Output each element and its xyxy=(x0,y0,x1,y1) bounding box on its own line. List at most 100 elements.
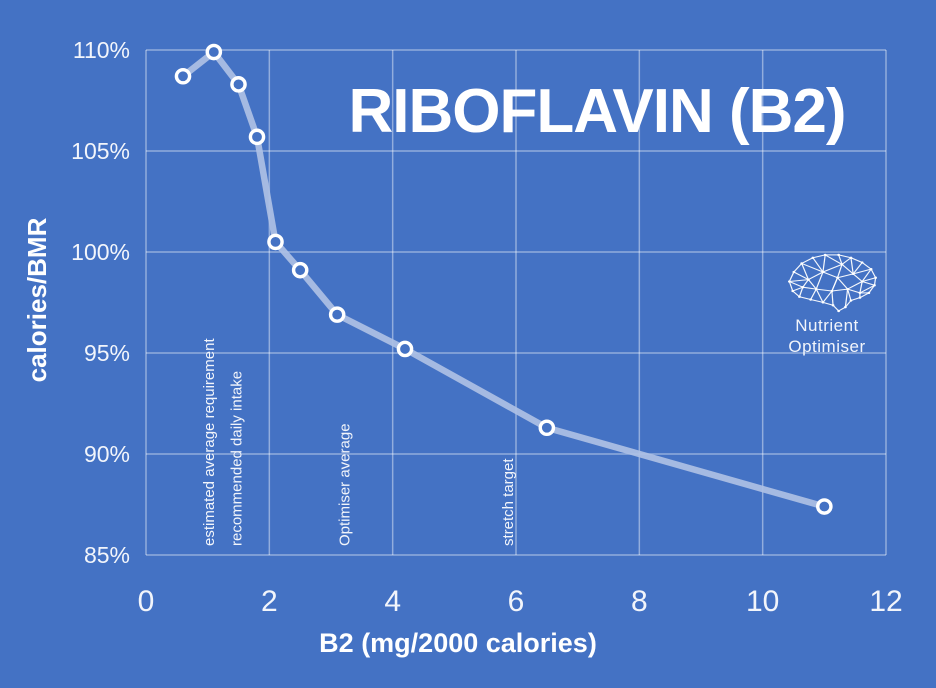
brain-mesh-edge xyxy=(850,297,861,301)
x-tick-label: 2 xyxy=(261,585,278,618)
brain-mesh-node xyxy=(851,272,855,276)
brain-mesh-node xyxy=(823,253,827,257)
brain-mesh-edge xyxy=(831,290,834,306)
brain-mesh-edge xyxy=(792,286,804,292)
brain-mesh-edge xyxy=(861,262,872,270)
x-tick-label: 8 xyxy=(631,585,648,618)
data-point-marker xyxy=(205,43,223,61)
brain-mesh-node xyxy=(791,289,795,293)
y-tick-label: 85% xyxy=(84,542,130,568)
x-tick-label: 6 xyxy=(508,585,525,618)
x-axis-title: B2 (mg/2000 calories) xyxy=(319,628,597,658)
brain-mesh-node xyxy=(788,280,791,283)
brain-mesh-edge xyxy=(838,306,846,312)
brain-mesh-node xyxy=(858,291,862,295)
brain-mesh-edge xyxy=(799,296,811,301)
data-point-marker xyxy=(538,419,556,437)
brain-mesh-edge xyxy=(789,279,809,283)
y-tick-label: 105% xyxy=(71,138,130,164)
data-point-marker xyxy=(174,67,192,85)
brain-mesh-edge xyxy=(801,262,824,273)
brain-mesh-edge xyxy=(822,254,826,273)
y-axis-ticks: 85% 90% 95% 100% 105% 110% xyxy=(71,37,130,568)
y-tick-label: 110% xyxy=(73,37,130,63)
brain-mesh-edge xyxy=(838,254,852,259)
brain-mesh-edge xyxy=(861,268,872,282)
annotation-label: Optimiser average xyxy=(337,423,354,546)
brain-mesh-node xyxy=(869,268,873,271)
brain-mesh-edge xyxy=(810,288,817,300)
brain-mesh-edge xyxy=(861,277,876,282)
brain-mesh-edge xyxy=(801,257,814,264)
brain-mesh-node xyxy=(860,261,864,264)
brain-mesh-edge xyxy=(788,271,795,282)
brain-mesh-node xyxy=(840,263,844,266)
brain-mesh-edge xyxy=(837,277,849,290)
brain-mesh-edge xyxy=(812,254,826,259)
brain-mesh-edge xyxy=(873,277,877,286)
brain-mesh-node xyxy=(846,287,849,291)
brain-mesh-edge xyxy=(852,273,863,282)
y-tick-label: 90% xyxy=(84,441,130,467)
brain-mesh-edge xyxy=(798,287,804,297)
brain-mesh-edge xyxy=(844,300,852,308)
brain-mesh-node xyxy=(844,306,847,309)
annotation-label: stretch target xyxy=(500,458,517,546)
y-tick-label: 95% xyxy=(84,340,130,366)
brain-mesh-node xyxy=(867,291,871,295)
brain-mesh-node xyxy=(807,278,810,281)
brain-mesh-node xyxy=(821,301,825,304)
x-tick-label: 12 xyxy=(869,585,902,618)
brain-mesh-edge xyxy=(847,288,852,301)
brain-mesh-edge xyxy=(808,271,824,281)
brain-mesh-edge xyxy=(812,257,824,273)
brain-mesh-edge xyxy=(861,281,875,286)
brain-mesh-edge xyxy=(822,301,834,306)
x-tick-label: 10 xyxy=(746,585,779,618)
brain-mesh-edge xyxy=(793,271,809,281)
brain-mesh-node xyxy=(830,289,834,293)
brain-mesh-edge xyxy=(836,264,843,278)
brain-mesh-node xyxy=(873,284,876,287)
brain-mesh-edge xyxy=(831,288,848,292)
brain-mesh-edge xyxy=(847,281,863,290)
brain-mesh-edge xyxy=(841,264,854,275)
brain-mesh-node xyxy=(814,287,818,291)
data-point-marker xyxy=(328,306,346,323)
brain-mesh-edge xyxy=(792,290,800,298)
brain-mesh-edge xyxy=(802,286,817,290)
brain-mesh-edge xyxy=(868,285,876,294)
brain-mesh-edge xyxy=(853,268,872,275)
brain-mesh-edge xyxy=(822,271,838,279)
brain-mesh-edge xyxy=(831,277,839,292)
brain-mesh-node xyxy=(801,286,805,289)
data-point-marker xyxy=(248,128,266,146)
brain-mesh-edge xyxy=(832,304,840,312)
data-point-marker xyxy=(267,233,284,251)
brain-mesh-edge xyxy=(816,288,833,292)
brain-mesh-edge xyxy=(822,263,843,273)
brain-mesh-edge xyxy=(844,289,849,308)
nutrient-optimiser-logo: Nutrient Optimiser xyxy=(788,253,877,356)
x-tick-label: 0 xyxy=(138,585,155,618)
data-point-marker xyxy=(230,76,247,93)
brain-mesh-node xyxy=(811,256,815,259)
brain-mesh-node xyxy=(837,253,840,257)
gridlines xyxy=(145,49,887,556)
x-tick-label: 4 xyxy=(384,585,401,618)
brain-network-icon xyxy=(788,253,877,313)
brain-mesh-edge xyxy=(824,254,843,265)
brain-mesh-edge xyxy=(793,263,803,273)
brain-mesh-node xyxy=(837,309,840,313)
brain-mesh-node xyxy=(800,262,804,265)
brain-mesh-edge xyxy=(822,290,833,303)
logo-text-line1: Nutrient xyxy=(795,316,859,335)
brain-mesh-edge xyxy=(815,288,824,303)
brain-mesh-edge xyxy=(859,292,870,299)
brain-mesh-node xyxy=(792,270,796,274)
brain-mesh-node xyxy=(874,276,877,279)
brain-mesh-edge xyxy=(852,262,863,275)
brain-mesh-node xyxy=(836,276,839,279)
